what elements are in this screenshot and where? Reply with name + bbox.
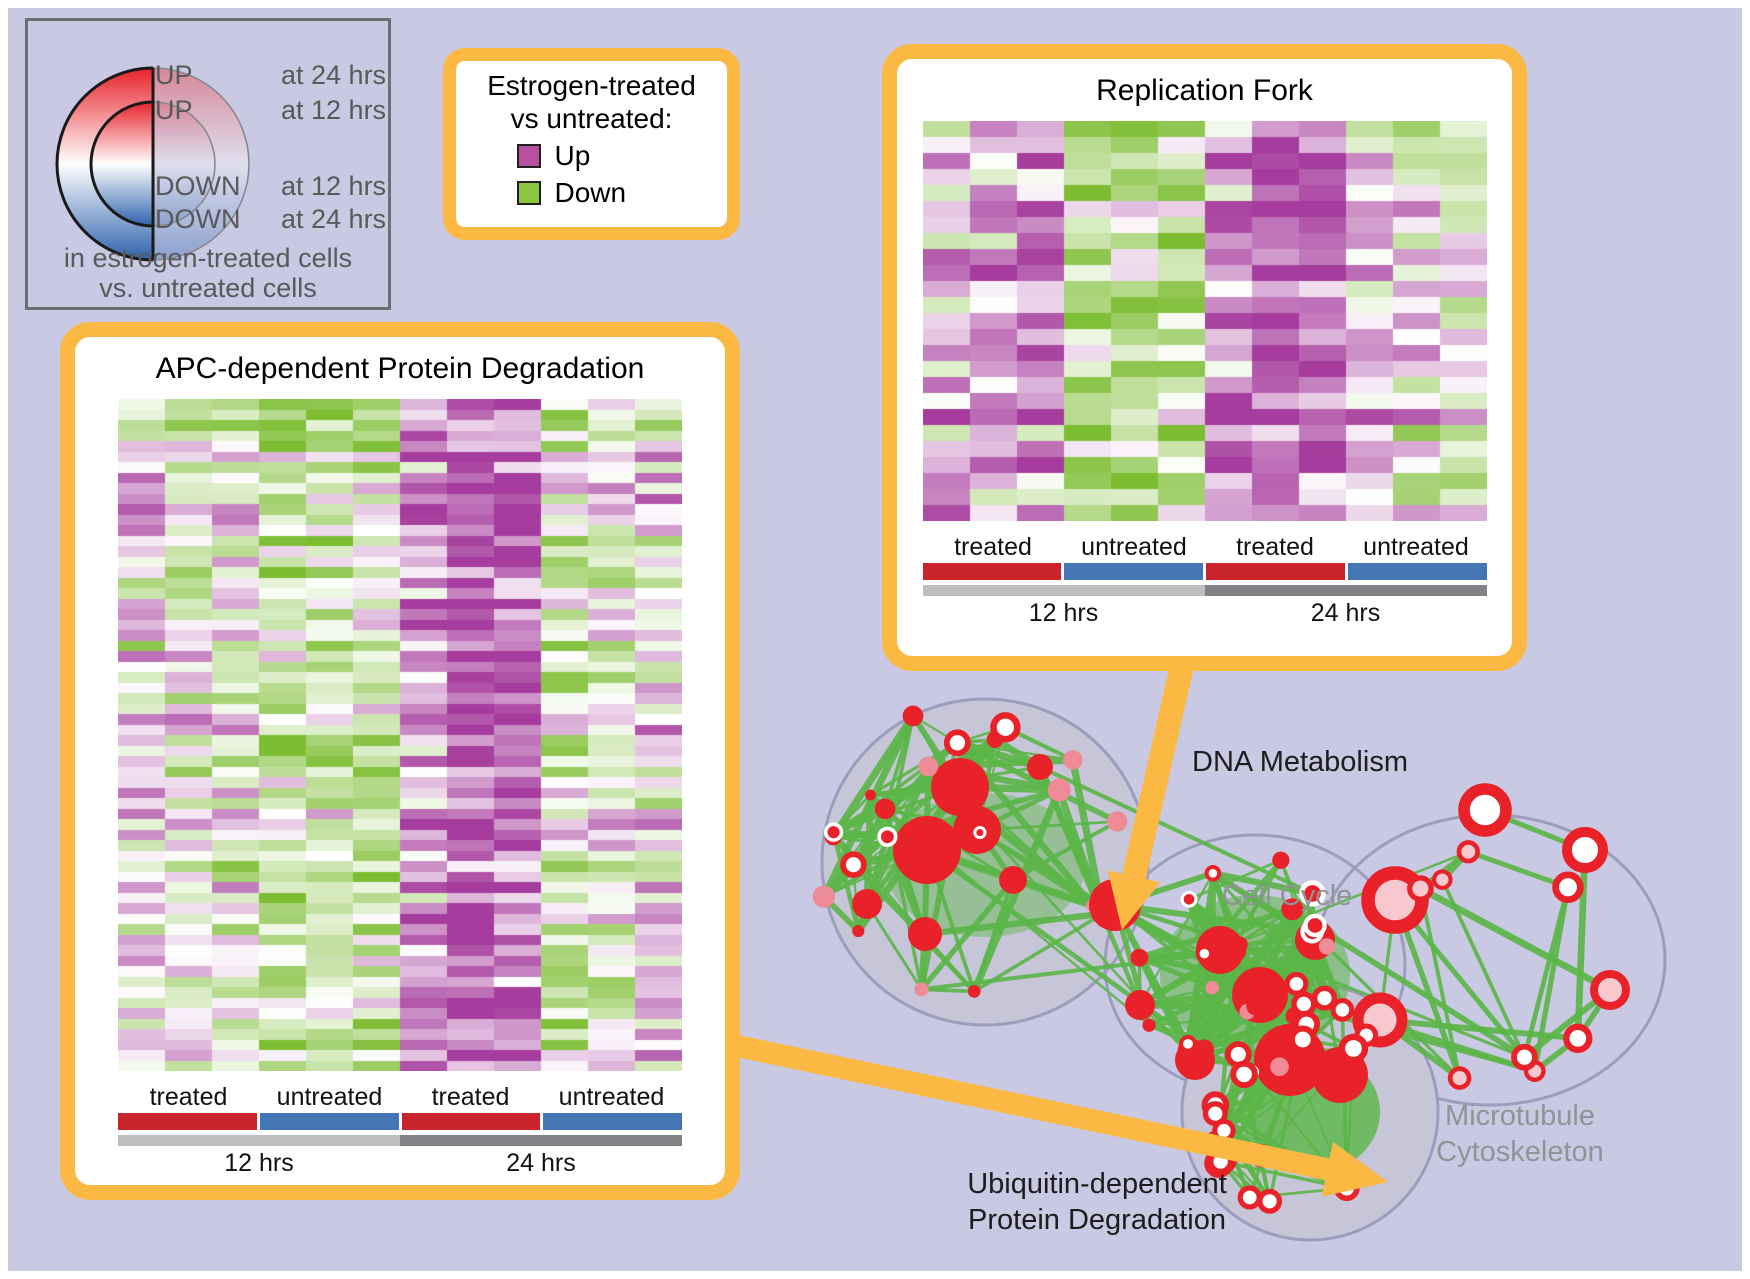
dna-metabolism-label: DNA Metabolism: [1192, 746, 1408, 778]
scale-level-up-24: UP: [155, 60, 193, 90]
untreated-bar: [259, 1113, 399, 1130]
rf-time-color-bar: [922, 585, 1487, 596]
untreated-bar: [543, 1113, 682, 1130]
time-24-bar: [1204, 585, 1487, 596]
apc-12hrs-label: 12 hrs: [224, 1149, 294, 1177]
cell-cycle-label: Cell Cycle: [1221, 880, 1353, 912]
ubiquitin-label-line1: Ubiquitin-dependent: [967, 1168, 1227, 1200]
legend-item-down: Down: [516, 177, 667, 209]
up-color-swatch: [516, 144, 541, 168]
ubiquitin-degradation-label: Ubiquitin-dependent Protein Degradation: [967, 1166, 1227, 1238]
scale-caption-line2: vs. untreated cells: [99, 273, 317, 303]
up-label: Up: [554, 140, 591, 171]
color-scale-legend: UP at 24 hrs UP at 12 hrs DOWN at 12 hrs…: [25, 18, 391, 310]
scale-time-down-24: at 24 hrs: [281, 204, 387, 234]
apc-time-labels: 12 hrs 24 hrs: [118, 1149, 682, 1177]
rf-24hrs-label: 24 hrs: [1310, 599, 1381, 627]
untreated-bar: [1064, 563, 1203, 580]
apc-title: APC-dependent Protein Degradation: [155, 352, 645, 385]
scale-time-24: at 24 hrs: [281, 60, 387, 90]
rf-untreated-24-label: untreated: [1363, 533, 1469, 561]
treated-bar: [118, 1113, 257, 1130]
scale-level-up-12: UP: [155, 95, 193, 125]
replication-fork-title: Replication Fork: [1096, 74, 1313, 107]
scale-time-down-12: at 12 hrs: [281, 171, 387, 201]
apc-heatmap: [118, 399, 682, 1071]
scale-time-12: at 12 hrs: [281, 95, 387, 125]
direction-legend: Estrogen-treated vs untreated: Up Down: [443, 48, 740, 240]
rf-untreated-12-label: untreated: [1081, 533, 1187, 561]
apc-treated-24-label: treated: [431, 1083, 510, 1111]
replication-fork-heatmap: [922, 121, 1487, 521]
rf-treated-12-label: treated: [954, 533, 1032, 561]
untreated-bar: [1347, 563, 1487, 580]
apc-time-color-bar: [118, 1135, 682, 1146]
apc-untreated-12-label: untreated: [276, 1083, 383, 1111]
replication-fork-panel: Replication Fork treated untreated treat…: [882, 44, 1527, 671]
rf-condition-color-bar: [922, 563, 1487, 580]
apc-24hrs-label: 24 hrs: [506, 1149, 576, 1177]
legend-item-up: Up: [516, 140, 667, 172]
apc-degradation-panel: APC-dependent Protein Degradation treate…: [60, 322, 740, 1200]
direction-legend-title-line1: Estrogen-treated: [487, 70, 696, 101]
microtubule-label-line1: Microtubule: [1445, 1100, 1595, 1132]
scale-level-down-24: DOWN: [155, 204, 241, 234]
microtubule-label-line2: Cytoskeleton: [1436, 1136, 1604, 1168]
scale-caption: in estrogen-treated cells vs. untreated …: [28, 243, 388, 303]
scale-caption-line1: in estrogen-treated cells: [63, 243, 353, 273]
treated-bar: [401, 1113, 541, 1130]
concentric-scale-icon: [55, 66, 253, 264]
apc-treated-12-label: treated: [149, 1083, 228, 1111]
apc-untreated-24-label: untreated: [558, 1083, 665, 1111]
treated-bar: [1206, 563, 1345, 580]
treated-bar: [922, 563, 1062, 580]
direction-legend-title-line2: vs untreated:: [510, 103, 673, 134]
rf-condition-labels: treated untreated treated untreated: [923, 533, 1487, 561]
time-12-bar: [118, 1135, 400, 1146]
rf-treated-24-label: treated: [1236, 533, 1314, 561]
time-12-bar: [922, 585, 1205, 596]
down-color-swatch: [516, 181, 541, 205]
microtubule-cytoskeleton-label: Microtubule Cytoskeleton: [1436, 1098, 1604, 1170]
apc-condition-labels: treated untreated treated untreated: [118, 1083, 682, 1111]
scale-level-down-12: DOWN: [155, 171, 241, 201]
rf-time-labels: 12 hrs 24 hrs: [923, 599, 1487, 627]
rf-12hrs-label: 12 hrs: [1028, 599, 1099, 627]
time-24-bar: [400, 1135, 682, 1146]
down-label: Down: [554, 177, 627, 208]
apc-condition-color-bar: [118, 1113, 682, 1130]
ubiquitin-label-line2: Protein Degradation: [968, 1204, 1226, 1236]
